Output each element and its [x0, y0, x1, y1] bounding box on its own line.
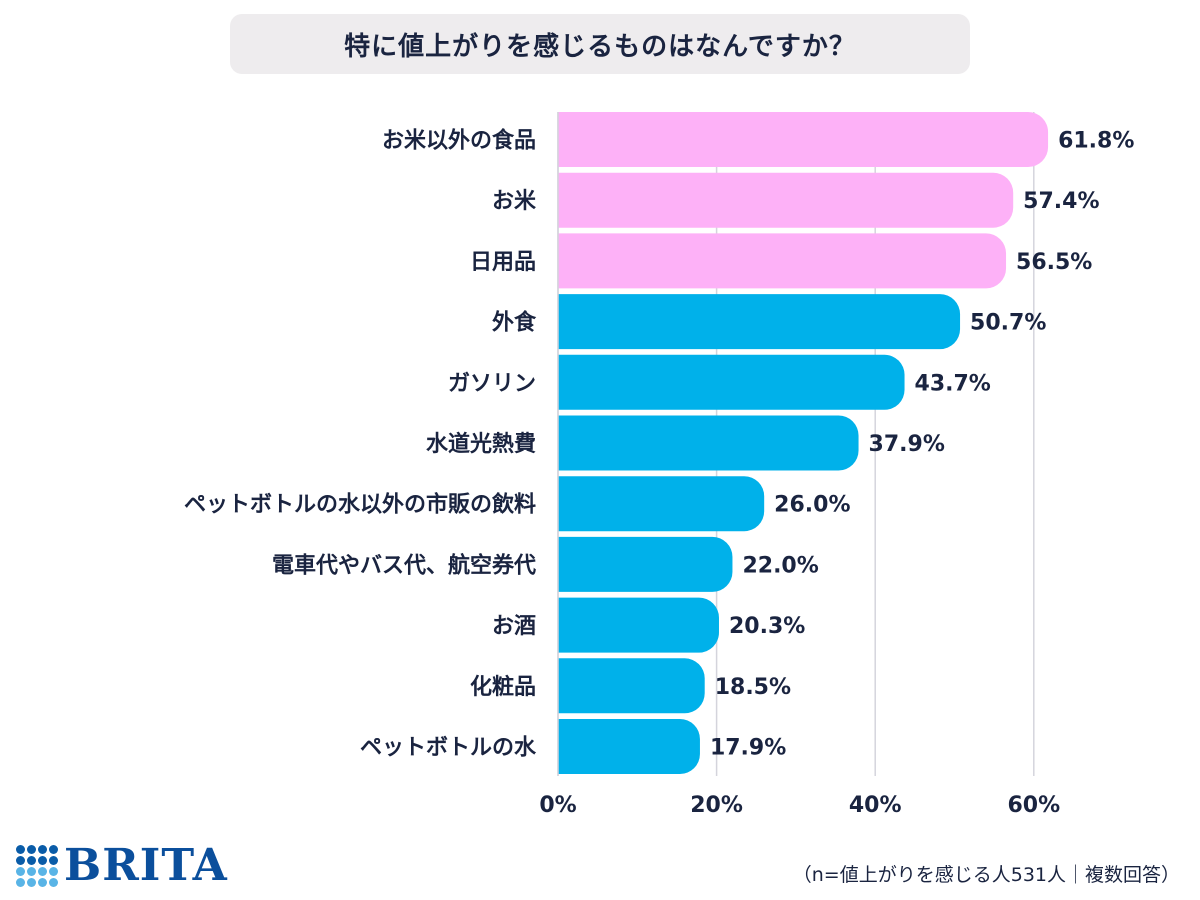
value-label-10: 17.9%: [710, 736, 786, 761]
bar-10: [558, 719, 700, 774]
bar-0: [558, 112, 1049, 167]
chart-title: 特に値上がりを感じるものはなんですか？: [344, 31, 856, 62]
value-label-2: 56.5%: [1016, 250, 1092, 275]
category-label-6: ペットボトルの水以外の市販の飲料: [184, 492, 536, 518]
category-label-7: 電車代やバス代、航空券代: [272, 552, 536, 578]
category-label-4: ガソリン: [448, 371, 536, 396]
value-label-9: 18.5%: [715, 675, 791, 700]
bar-6: [558, 476, 765, 532]
bar-5: [558, 415, 859, 471]
logo-text: BRITA: [64, 840, 228, 891]
category-label-9: 化粧品: [470, 674, 536, 700]
bar-3: [558, 294, 961, 350]
value-label-1: 57.4%: [1023, 189, 1099, 214]
x-tick-label-1: 20%: [690, 793, 743, 818]
category-label-2: 日用品: [470, 250, 536, 275]
bar-8: [558, 597, 719, 653]
value-label-7: 22.0%: [742, 553, 818, 578]
value-label-3: 50.7%: [970, 311, 1046, 336]
x-tick-label-3: 60%: [1007, 793, 1060, 818]
logo-dots-icon: [16, 845, 58, 887]
bar-1: [558, 172, 1014, 228]
x-tick-label-2: 40%: [849, 793, 902, 818]
category-label-10: ペットボトルの水: [360, 736, 537, 761]
value-label-6: 26.0%: [774, 493, 850, 518]
brita-logo: BRITA: [16, 844, 228, 888]
category-label-1: お米: [492, 189, 537, 214]
bar-9: [558, 658, 705, 714]
category-label-3: 外食: [492, 310, 537, 336]
x-tick-label-0: 0%: [539, 793, 576, 818]
footnote: （n=値上がりを感じる人531人｜複数回答）: [792, 864, 1180, 886]
bar-2: [558, 233, 1007, 289]
value-label-5: 37.9%: [869, 432, 945, 457]
category-label-8: お酒: [492, 614, 536, 639]
bar-7: [558, 536, 733, 592]
bar-4: [558, 354, 905, 410]
value-label-0: 61.8%: [1058, 129, 1134, 154]
value-label-8: 20.3%: [729, 614, 805, 639]
category-label-5: 水道光熱費: [426, 431, 536, 457]
value-label-4: 43.7%: [915, 371, 991, 396]
category-label-0: お米以外の食品: [382, 128, 536, 154]
title-box: 特に値上がりを感じるものはなんですか？: [230, 14, 970, 74]
